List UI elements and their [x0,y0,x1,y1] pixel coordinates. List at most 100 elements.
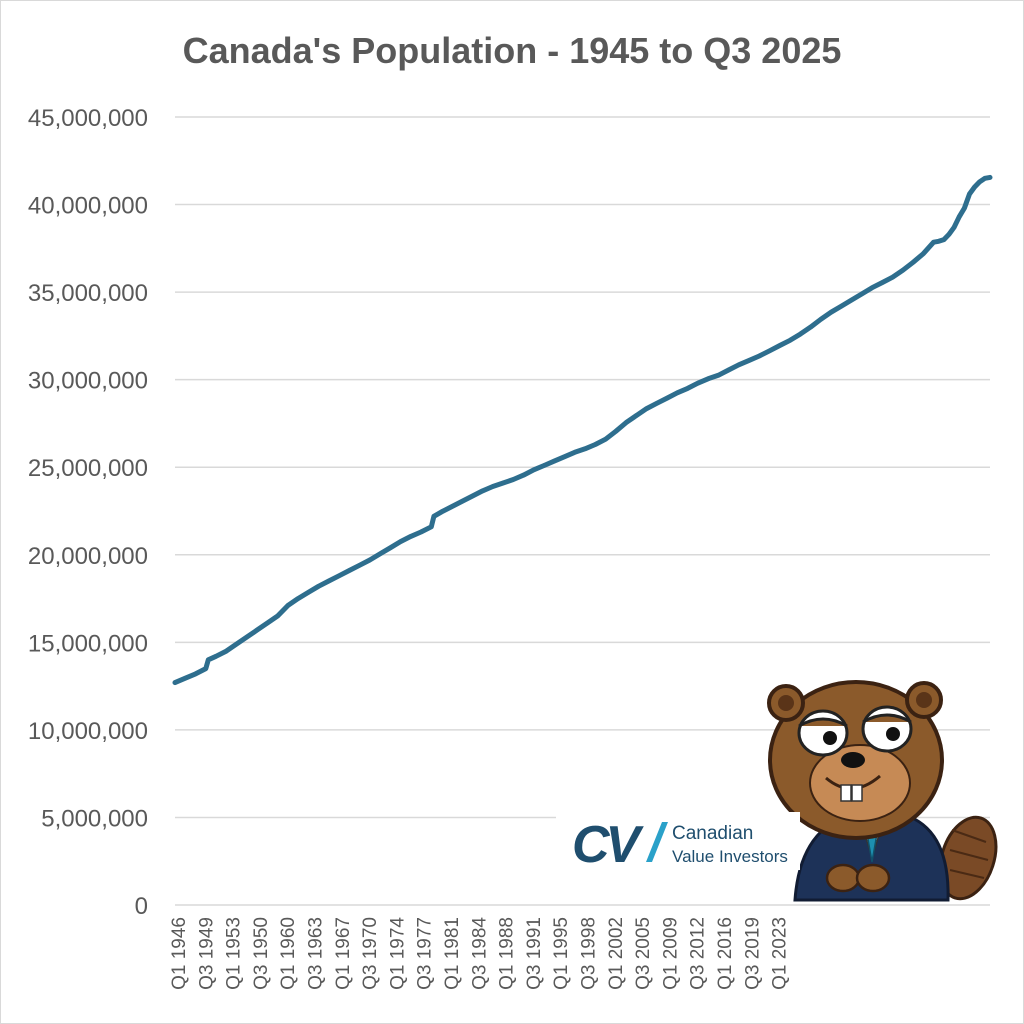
x-tick-label: Q3 2012 [688,917,709,990]
data-point [664,395,670,401]
chart-title: Canada's Population - 1945 to Q3 2025 [182,30,842,71]
logo-name-line1: Canadian [672,823,753,844]
data-point [193,671,198,677]
x-tick-label: Q1 1974 [387,917,408,990]
data-point [808,324,813,330]
data-point [552,458,557,464]
data-point [295,596,301,601]
branding: CV Canadian Value Investors [556,680,998,902]
data-point [347,568,352,573]
data-point [265,620,270,626]
data-point [429,524,434,529]
data-point [716,373,721,378]
data-point [972,184,977,190]
logo-name-line2: Value Investors [672,847,788,866]
data-point [541,463,547,468]
data-point [634,413,639,418]
x-tick-label: Q1 1967 [333,917,354,990]
data-point [941,237,947,242]
data-point [285,603,290,608]
data-point [900,268,906,273]
x-tick-label: Q3 1950 [251,917,272,990]
data-point [798,331,803,337]
x-tick-label: Q3 1991 [524,917,545,990]
data-point [203,666,208,671]
x-tick-label: Q1 1981 [442,917,463,990]
data-point [757,353,762,359]
y-tick-label: 40,000,000 [28,193,148,220]
x-tick-label: Q3 1963 [306,917,327,990]
x-axis-ticks: Q1 1946 Q3 1949 Q1 1953 Q3 1950 Q1 1960 Q3 19… [169,917,791,990]
data-point [511,477,516,482]
data-point [449,504,454,509]
data-point [736,362,741,367]
data-point [275,613,280,619]
data-point [593,442,598,447]
data-point [367,557,372,563]
y-tick-label: 25,000,000 [28,455,148,482]
x-tick-label: Q1 1953 [224,917,245,990]
data-point [869,285,875,290]
x-tick-label: Q3 2019 [742,917,763,990]
y-tick-label: 0 [135,893,148,920]
y-tick-label: 20,000,000 [28,543,148,570]
y-tick-label: 15,000,000 [28,630,148,657]
y-tick-label: 35,000,000 [28,280,148,307]
data-point [859,291,865,297]
data-point [254,627,260,633]
data-point [910,260,916,265]
data-point [377,551,383,557]
x-tick-label: Q3 1977 [415,917,436,990]
x-tick-label: Q3 1970 [360,917,381,990]
data-point [777,343,782,348]
x-tick-label: Q1 2023 [770,917,791,990]
data-point [987,175,993,180]
x-tick-label: Q3 1998 [579,917,600,990]
x-tick-label: Q1 2009 [660,917,681,990]
data-point [572,450,577,455]
data-point [582,446,588,451]
data-point [726,367,731,373]
beaver-mascot [767,680,998,902]
data-point [206,657,211,662]
data-point [500,480,506,486]
y-tick-label: 10,000,000 [28,718,148,745]
data-point [849,297,854,303]
data-point [306,590,311,595]
data-point [957,214,962,219]
data-point [946,232,952,237]
data-point [418,529,424,535]
data-point [787,338,793,343]
data-point [521,472,526,478]
data-point [388,545,393,550]
data-point [398,539,403,544]
data-point [531,467,536,472]
data-point [336,573,342,578]
x-tick-label: Q1 1988 [497,917,518,990]
y-tick-label: 45,000,000 [28,105,148,132]
data-point [408,534,413,539]
data-point [839,303,844,309]
data-point [828,310,834,315]
data-point [931,240,936,245]
cv-logo: CV Canadian Value Investors [556,812,800,874]
data-point [675,390,680,395]
x-tick-label: Q3 1949 [196,917,217,990]
data-point [685,386,690,391]
y-axis-ticks: 0 5,000,000 10,000,000 15,000,000 20,000,000… [28,105,148,920]
data-point [234,641,239,647]
series-layer [172,174,993,686]
data-point [623,420,629,425]
x-tick-label: Q1 1960 [278,917,299,990]
data-point [431,514,437,519]
data-point [705,376,711,381]
data-point [977,179,982,184]
data-point [921,251,926,256]
data-point [613,429,618,434]
data-point [213,654,219,659]
data-point [644,406,649,411]
data-point [967,191,972,197]
data-point [490,484,495,489]
x-tick-label: Q1 1995 [551,917,572,990]
